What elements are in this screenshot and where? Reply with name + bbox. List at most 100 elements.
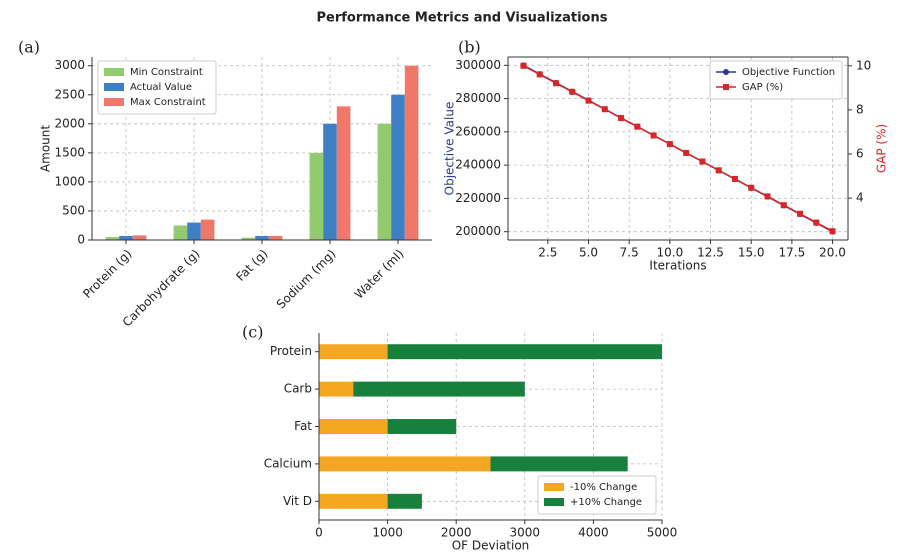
point (748, 184, 755, 191)
x-tick-label: Sodium (mg) (274, 247, 339, 312)
legend: Min Constraint Actual Value Max Constraint (97, 60, 217, 115)
bar (404, 65, 419, 240)
bar (268, 235, 283, 240)
bar (323, 123, 337, 240)
legend-label: Objective Function (742, 67, 835, 78)
y-tick-label: 300000 (455, 58, 501, 72)
y-tick-label: Carb (284, 382, 312, 396)
y-tick-label: 0 (77, 233, 85, 247)
bar (490, 456, 628, 472)
x-axis-label: Iterations (649, 259, 706, 273)
legend-label: Actual Value (130, 82, 192, 93)
x-tick-label: 17.5 (779, 246, 806, 260)
point (813, 219, 820, 226)
bar (187, 222, 201, 240)
y-tick-label: 220000 (455, 191, 501, 205)
bar (319, 493, 388, 509)
bar (387, 344, 662, 360)
point (634, 123, 641, 130)
point (764, 193, 771, 200)
y-tick-label: Protein (270, 344, 312, 358)
x-tick-label: Carbohydrate (g) (120, 247, 203, 330)
x-tick-label: 7.5 (620, 246, 639, 260)
legend-box (709, 60, 843, 100)
point (715, 167, 722, 174)
legend: -10% Change +10% Change (537, 475, 657, 515)
panel-label: (a) (18, 38, 40, 57)
bar (255, 235, 269, 240)
legend-label: Max Constraint (130, 97, 206, 108)
point (601, 106, 608, 113)
figure-title: Performance Metrics and Visualizations (317, 11, 608, 26)
bar (391, 94, 405, 240)
x-tick-label: 5.0 (579, 246, 598, 260)
bar (132, 235, 147, 240)
y-axis-label: Objective Value (443, 102, 457, 196)
y-axis-label: Amount (39, 125, 53, 172)
bar (173, 225, 188, 240)
legend-box (97, 60, 217, 115)
bar (119, 235, 133, 240)
x-tick-label: 4000 (578, 526, 609, 540)
point (780, 202, 787, 209)
bar (319, 456, 491, 472)
y-tick-label: Calcium (264, 456, 312, 470)
legend-label: -10% Change (570, 482, 637, 493)
point (797, 210, 804, 217)
point (683, 149, 690, 156)
legend-swatch (104, 83, 124, 91)
x-tick-label: Water (ml) (352, 247, 407, 302)
legend-swatch (104, 98, 124, 106)
y2-tick-label: 10 (856, 58, 871, 72)
x-tick-label: 1000 (372, 526, 403, 540)
x-tick-label: 0 (315, 526, 323, 540)
x-axis-label: OF Deviation (452, 539, 530, 553)
x-tick-label: 2.5 (538, 246, 557, 260)
point (829, 228, 836, 235)
point (699, 158, 706, 165)
y-tick-label: 1500 (54, 145, 85, 159)
x-tick-label: 12.5 (697, 246, 724, 260)
x-tick-label: Fat (g) (233, 247, 270, 284)
y-tick-label: 1000 (54, 174, 85, 188)
bar (336, 106, 351, 240)
legend: Objective Function GAP (%) (709, 60, 843, 100)
y-tick-label: 3000 (54, 58, 85, 72)
point (650, 132, 657, 139)
y-tick-label: 2500 (54, 87, 85, 101)
x-tick-label: Protein (g) (80, 247, 134, 301)
y2-tick-label: 8 (856, 102, 864, 116)
point (536, 71, 543, 78)
y-tick-label: 2000 (54, 116, 85, 130)
bar (377, 123, 392, 240)
panel-label: (b) (458, 38, 481, 57)
x-tick-label: 5000 (647, 526, 678, 540)
point (731, 175, 738, 182)
legend-box (537, 475, 657, 515)
point (618, 115, 625, 122)
y-tick-label: Fat (294, 419, 312, 433)
bar (387, 493, 422, 509)
bar (309, 152, 324, 240)
bar (241, 237, 256, 240)
x-tick-label: 2000 (441, 526, 472, 540)
y-tick-label: 200000 (455, 224, 501, 238)
y-tick-label: Vit D (283, 494, 312, 508)
x-tick-label: 20.0 (819, 246, 846, 260)
bar (319, 344, 388, 360)
point (520, 62, 527, 69)
x-tick-label: 15.0 (738, 246, 765, 260)
legend-marker (723, 69, 729, 75)
x-tick-label: 3000 (510, 526, 541, 540)
legend-swatch (104, 68, 124, 76)
panel-label: (c) (242, 323, 263, 342)
legend-label: Min Constraint (130, 67, 203, 78)
legend-swatch (544, 483, 564, 491)
legend-marker (723, 84, 729, 90)
point (569, 88, 576, 95)
bar (200, 219, 215, 240)
bar (105, 237, 120, 240)
point (552, 80, 559, 87)
x-tick-label: 10.0 (657, 246, 684, 260)
y-tick-label: 500 (62, 203, 85, 217)
